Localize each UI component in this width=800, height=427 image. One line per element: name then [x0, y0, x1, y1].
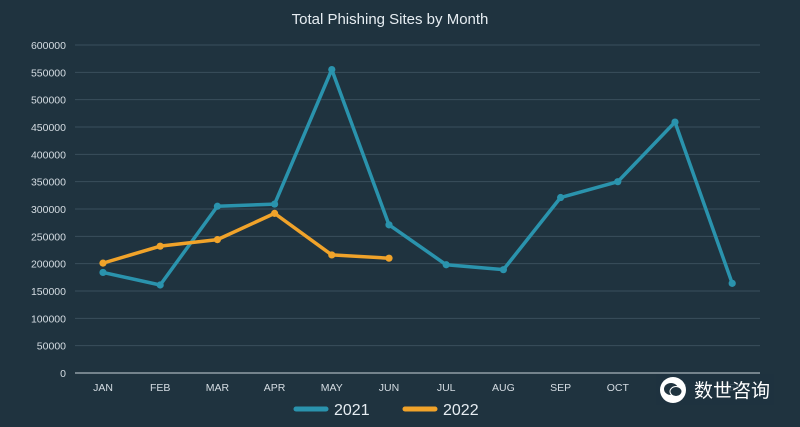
data-point	[728, 279, 736, 287]
series-2021	[99, 66, 736, 289]
y-tick-label: 450000	[31, 122, 66, 134]
series-line	[101, 67, 734, 287]
y-tick-label: 100000	[31, 313, 66, 325]
y-tick-label: 0	[60, 368, 66, 380]
y-tick-label: 350000	[31, 177, 66, 189]
data-point	[557, 193, 565, 202]
data-point	[671, 118, 679, 126]
x-tick-label: FEB	[150, 382, 170, 394]
grid	[75, 44, 760, 374]
x-tick-label: JUN	[379, 382, 399, 394]
legend-label: 2022	[443, 402, 479, 419]
x-tick-label: OCT	[607, 382, 630, 394]
x-tick-label: JUL	[437, 382, 456, 394]
x-tick-label: MAY	[321, 382, 343, 394]
data-point	[213, 236, 221, 244]
data-point	[213, 202, 221, 210]
y-tick-label: 550000	[31, 67, 66, 79]
y-tick-label: 400000	[31, 149, 66, 161]
watermark-text: 数世咨询	[693, 380, 770, 402]
y-tick-label: 300000	[31, 204, 66, 216]
y-axis: 0 50000 100000 150000 200000 250000 300000 3500…	[31, 40, 66, 380]
x-axis: JANFEBMARAPRMAYJUNJULAUGSEPOCTNOVDEC	[93, 382, 744, 394]
y-tick-label: 150000	[31, 286, 66, 298]
chart-title: Total Phishing Sites by Month	[292, 11, 489, 28]
data-point	[156, 281, 164, 289]
watermark: 数世咨询	[655, 374, 774, 405]
data-point	[156, 242, 164, 250]
y-tick-label: 250000	[31, 231, 66, 243]
y-tick-label: 200000	[31, 259, 66, 271]
x-tick-label: AUG	[492, 382, 515, 394]
y-tick-label: 600000	[31, 40, 66, 52]
data-point	[271, 209, 279, 217]
series-line	[101, 211, 391, 265]
y-tick-label: 50000	[37, 341, 66, 353]
data-point	[499, 266, 507, 274]
data-point	[99, 259, 107, 267]
y-tick-label: 500000	[31, 95, 66, 107]
legend: 2021 2022	[293, 402, 479, 419]
series-2022	[99, 209, 393, 267]
data-point	[99, 268, 107, 277]
wechat-icon	[659, 376, 686, 403]
plot-area	[99, 66, 736, 289]
data-point	[328, 66, 336, 74]
data-point	[614, 178, 622, 186]
legend-label: 2021	[334, 402, 370, 419]
data-point	[385, 254, 393, 262]
data-point	[442, 261, 450, 269]
x-tick-label: MAR	[206, 382, 230, 394]
x-tick-label: APR	[264, 382, 286, 394]
data-point	[385, 221, 393, 229]
x-tick-label: SEP	[550, 382, 571, 394]
x-tick-label: JAN	[93, 382, 113, 394]
data-point	[328, 251, 336, 259]
data-point	[271, 200, 279, 208]
